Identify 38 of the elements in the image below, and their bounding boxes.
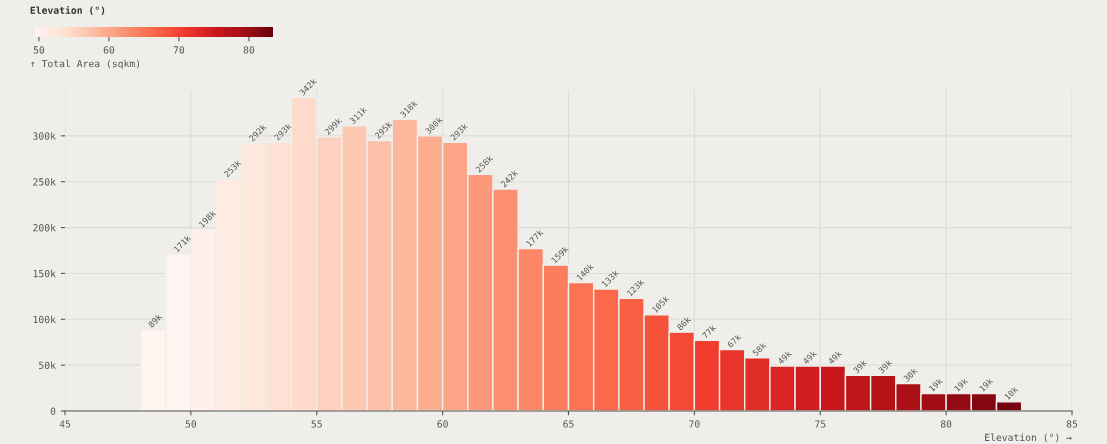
x-tick-label: 80 [940, 420, 952, 428]
y-tick-label: 50k [39, 361, 56, 370]
x-tick-label: 70 [689, 420, 700, 428]
data-label: 19k [953, 377, 969, 392]
data-label: 19k [978, 377, 994, 392]
data-label: 89k [147, 313, 163, 328]
data-label: 49k [827, 349, 843, 365]
color-bar-title: Elevation (°) [30, 5, 105, 16]
x-tick-label: 45 [59, 420, 71, 428]
y-tick-label: 200k [33, 223, 56, 232]
data-label: 58k [752, 341, 767, 357]
y-tick-label: 300k [33, 132, 56, 140]
color-bar-label: 70 [173, 46, 185, 54]
x-tick-label: 55 [311, 420, 322, 428]
x-tick-label: 65 [563, 420, 574, 428]
data-label: 86k [676, 315, 692, 331]
color-bar-label: 80 [243, 46, 255, 54]
data-label: 77k [701, 324, 717, 339]
x-tick-label: 75 [815, 420, 826, 428]
x-tick-label: 50 [185, 420, 197, 428]
x-tick-label: 85 [1066, 420, 1078, 428]
data-label: 67k [726, 333, 742, 349]
x-tick-label: 60 [437, 420, 448, 428]
data-label: 10k [1004, 385, 1019, 400]
y-tick-label: 250k [33, 178, 56, 186]
data-label: 49k [802, 349, 818, 365]
y-tick-label: 100k [33, 315, 56, 324]
color-bar-label: 60 [103, 46, 115, 54]
y-tick-label: 150k [33, 269, 56, 278]
data-label: 30k [903, 367, 918, 382]
data-label: 39k [877, 358, 893, 374]
color-bar-label: 50 [33, 46, 45, 54]
data-label: 39k [852, 358, 868, 374]
y-tick-label: 0 [50, 407, 56, 415]
data-label: 49k [777, 349, 792, 365]
y-axis-title: ↑ Total Area (sqkm) [31, 59, 140, 70]
data-label: 19k [928, 377, 943, 392]
x-axis-title: Elevation (°) → [985, 433, 1072, 443]
